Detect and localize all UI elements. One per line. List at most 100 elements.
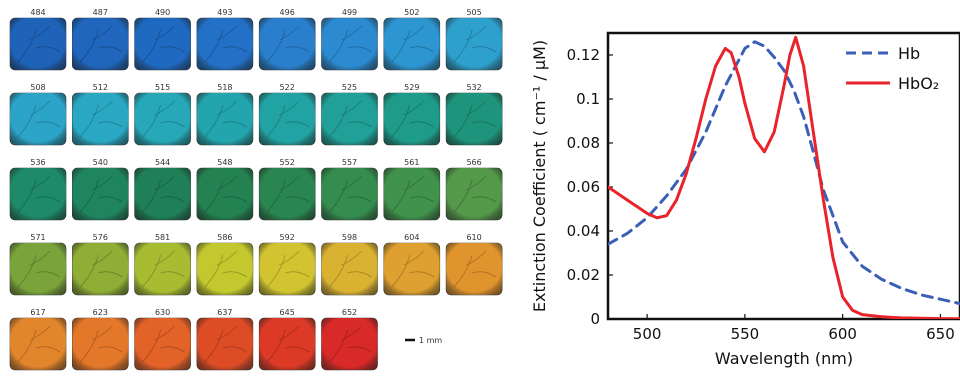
y-axis-label: Extinction Coefficient ( cm⁻¹ / μM): [530, 40, 549, 312]
vessel-pattern: [79, 250, 123, 288]
x-tick-label: 650: [926, 325, 955, 343]
wavelength-tile: [258, 17, 316, 71]
wavelength-tile: [383, 92, 441, 146]
tile-wavelength-label: 592: [280, 233, 295, 242]
tile-wavelength-label: 540: [93, 158, 108, 167]
vessel-pattern: [142, 175, 185, 213]
wavelength-tile: [9, 92, 67, 146]
wavelength-tile: [72, 317, 129, 371]
y-tick-label: 0.1: [576, 90, 600, 108]
tile-wavelength-label: 525: [342, 83, 357, 92]
x-axis-label: Wavelength (nm): [715, 349, 853, 368]
tile-wavelength-label: 552: [280, 158, 295, 167]
tile-wavelength-label: 630: [155, 308, 170, 317]
vessel-pattern: [329, 250, 372, 288]
extinction-coefficient-chart: 0 0.02 0.04 0.06 0.08 0.1 0.12 500 550 600 650 Hb…: [530, 31, 960, 368]
vessel-pattern: [204, 100, 248, 138]
series-line-hb: [608, 40, 960, 306]
tile-wavelength-label: 586: [217, 233, 232, 242]
vessel-pattern: [391, 175, 435, 213]
wavelength-tile: [321, 167, 378, 221]
tile-wavelength-label: 496: [280, 8, 295, 17]
vessel-pattern: [266, 25, 310, 63]
vessel-pattern: [142, 25, 185, 63]
y-tick-label: 0.08: [567, 134, 600, 152]
plot-frame: [606, 31, 960, 321]
vessel-pattern: [391, 100, 435, 138]
tile-wavelength-label: 610: [466, 233, 481, 242]
vessel-pattern: [453, 25, 497, 63]
wavelength-tile: [196, 242, 254, 296]
tile-wavelength-label: 505: [466, 8, 481, 17]
tile-wavelength-label: 515: [155, 83, 170, 92]
x-tick-label: 600: [828, 325, 857, 343]
wavelength-tile: [72, 167, 129, 221]
tile-wavelength-label: 598: [342, 233, 357, 242]
wavelength-tile: [258, 167, 316, 221]
wavelength-tile: [321, 242, 378, 296]
wavelength-tile: [196, 167, 254, 221]
x-tick-label: 500: [633, 325, 662, 343]
tile-wavelength-label: 493: [217, 8, 232, 17]
vessel-pattern: [391, 250, 435, 288]
wavelength-tile: [258, 242, 316, 296]
vessel-pattern: [142, 325, 185, 363]
vessel-pattern: [17, 25, 61, 63]
tile-wavelength-label: 529: [404, 83, 419, 92]
vessel-pattern: [266, 175, 310, 213]
tile-wavelength-label: 487: [93, 8, 108, 17]
vessel-pattern: [142, 100, 185, 138]
tile-wavelength-label: 499: [342, 8, 357, 17]
vessel-pattern: [266, 250, 310, 288]
tile-wavelength-label: 502: [404, 8, 419, 17]
wavelength-tile: [445, 92, 503, 146]
wavelength-tile: [9, 242, 67, 296]
wavelength-tile: [134, 167, 191, 221]
wavelength-tile: [134, 17, 191, 71]
vessel-pattern: [329, 175, 372, 213]
tile-wavelength-label: 557: [342, 158, 357, 167]
tile-wavelength-label: 490: [155, 8, 170, 17]
tile-wavelength-label: 532: [466, 83, 481, 92]
wavelength-tile: [196, 17, 254, 71]
wavelength-tile: [258, 92, 316, 146]
wavelength-tile: [321, 92, 378, 146]
wavelength-tile: [196, 92, 254, 146]
tile-wavelength-label: 544: [155, 158, 170, 167]
wavelength-tile: [258, 317, 316, 371]
legend-label: HbO₂: [898, 74, 939, 93]
scale-bar-label: 1 mm: [419, 336, 442, 345]
y-tick-label: 0.02: [567, 266, 600, 284]
wavelength-image-grid: 484 487 490 493 496 499 502 505 508 512 515 518 522 5…: [9, 8, 503, 371]
tile-wavelength-label: 645: [280, 308, 295, 317]
vessel-pattern: [391, 25, 435, 63]
vessel-pattern: [329, 25, 372, 63]
wavelength-tile: [445, 167, 503, 221]
wavelength-tile: [445, 242, 503, 296]
wavelength-tile: [134, 317, 191, 371]
vessel-pattern: [453, 250, 497, 288]
tile-wavelength-label: 623: [93, 308, 108, 317]
wavelength-tile: [321, 317, 378, 371]
wavelength-tile: [383, 17, 441, 71]
vessel-pattern: [453, 175, 497, 213]
tile-wavelength-label: 522: [280, 83, 295, 92]
vessel-pattern: [79, 175, 123, 213]
tile-wavelength-label: 512: [93, 83, 108, 92]
tile-wavelength-label: 637: [217, 308, 232, 317]
wavelength-tile: [72, 92, 129, 146]
wavelength-tile: [134, 242, 191, 296]
vessel-pattern: [204, 250, 248, 288]
vessel-pattern: [17, 100, 61, 138]
wavelength-tile: [9, 17, 67, 71]
legend-item: Hb: [846, 44, 920, 63]
x-tick-label: 550: [731, 325, 760, 343]
vessel-pattern: [329, 100, 372, 138]
tile-wavelength-label: 536: [30, 158, 45, 167]
wavelength-tile: [383, 242, 441, 296]
vessel-pattern: [142, 250, 185, 288]
legend-label: Hb: [898, 44, 920, 63]
y-tick-label: 0.04: [567, 222, 600, 240]
tile-wavelength-label: 508: [30, 83, 45, 92]
vessel-pattern: [17, 325, 61, 363]
